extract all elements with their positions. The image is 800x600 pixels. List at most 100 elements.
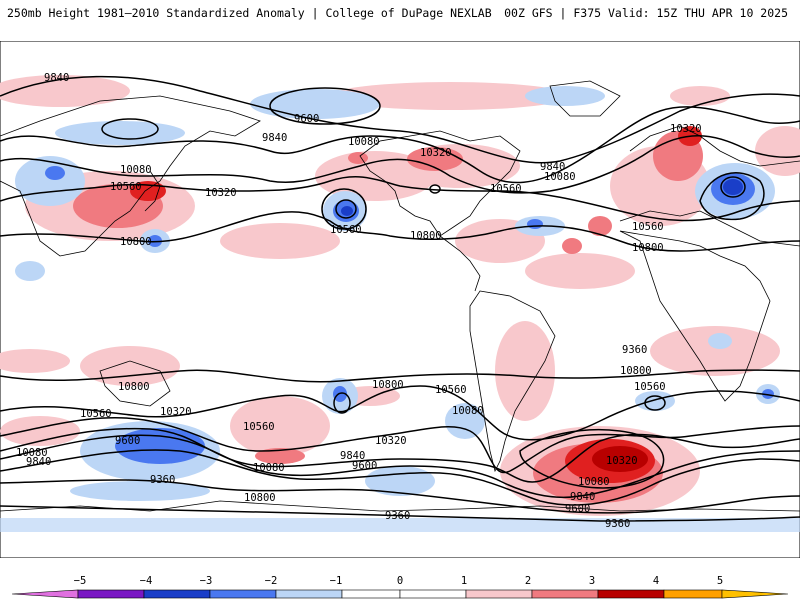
contour-label: 10080 (348, 136, 380, 148)
colorbar-bin-pos2 (531, 589, 599, 599)
contour-9360-south (0, 479, 800, 514)
contour-small-high (429, 184, 441, 194)
contour-south-indian-cut (644, 395, 666, 411)
contour-label: 10320 (160, 406, 192, 418)
coast-australia (99, 360, 171, 407)
anomaly-map: 9840 9600 9840 10080 10080 10560 10320 1… (0, 41, 800, 558)
anomaly-neg-south-indian-e (635, 391, 675, 411)
contour-label: 9360 (385, 510, 410, 522)
contour-label: 9600 (115, 435, 140, 447)
contour-label: 10080 (578, 476, 610, 488)
colorbar-bin-neg3 (143, 589, 211, 599)
colorbar-bin-neg4 (77, 589, 145, 599)
contour-10800-south (0, 369, 800, 383)
contour-label: 10320 (420, 147, 452, 159)
contour-label: 9840 (262, 132, 287, 144)
colorbar-tick: 4 (653, 575, 659, 587)
contour-label: 9600 (352, 460, 377, 472)
colorbar-tick: −3 (200, 575, 213, 587)
contour-label: 10080 (16, 447, 48, 459)
anomaly-pos-south-indian-w (0, 349, 70, 373)
colorbar-bin-pos5 (721, 589, 789, 599)
anomaly-pos-far-east (755, 126, 800, 176)
contour-label: 9840 (540, 161, 565, 173)
anomaly-pos-atlantic-spot (588, 216, 612, 236)
contour-label: 10800 (372, 379, 404, 391)
coastlines (0, 80, 800, 512)
coast-north-america (359, 130, 521, 237)
anomaly-pos-south-pacific (230, 396, 330, 456)
coast-asia (0, 95, 261, 257)
anomaly-colorbar: −5 −4 −3 −2 −1 0 1 2 3 4 5 (11, 575, 789, 599)
anomaly-neg-pacific-low-core (341, 206, 353, 216)
anomaly-pos-south-america (495, 321, 555, 421)
contour-label: 10800 (620, 365, 652, 377)
coast-south-america (469, 290, 556, 473)
colorbar-bin-pos4 (663, 589, 723, 599)
contour-label: 10560 (80, 408, 112, 420)
contour-label: 10320 (205, 187, 237, 199)
contour-label: 10560 (243, 421, 275, 433)
anomaly-pos-south-atlantic-max (592, 446, 648, 472)
anomaly-neg-atlantic-core (527, 219, 543, 229)
height-contours (0, 75, 800, 522)
contour-label: 9840 (340, 450, 365, 462)
colorbar-tick-labels: −5 −4 −3 −2 −1 0 1 2 3 4 5 (74, 575, 723, 587)
contour-label: 9840 (26, 456, 51, 468)
colorbar-bin-neg5 (11, 589, 79, 599)
contour-10800-north (0, 211, 800, 252)
colorbar-tick: 2 (525, 575, 531, 587)
contour-9600-south (0, 449, 800, 506)
anomaly-pos-south-indian (80, 346, 180, 386)
contour-cutoff-low-pacific-inner (335, 199, 357, 219)
contour-label: 10320 (375, 435, 407, 447)
contour-label: 10800 (120, 236, 152, 248)
contour-low-siberia (101, 118, 159, 140)
contour-russia-low-inner (720, 176, 746, 198)
colorbar-tick: −4 (140, 575, 153, 587)
colorbar-tick: −2 (265, 575, 278, 587)
contour-10080-south (0, 427, 800, 483)
anomaly-pos-atlantic-spot2 (562, 238, 582, 254)
contour-10560-south (0, 385, 800, 441)
colorbar-bin-neg2 (209, 589, 277, 599)
anomaly-neg-greenland (525, 86, 605, 106)
contour-label: 9360 (622, 344, 647, 356)
contour-label: 10560 (634, 381, 666, 393)
contour-label: 9360 (605, 518, 630, 530)
colorbar-tick: 5 (717, 575, 723, 587)
anomaly-pos-arctic (670, 86, 730, 106)
colorbar-bin-pos3 (597, 589, 665, 599)
colorbar-bin-pos1 (465, 589, 533, 599)
anomaly-neg-india (15, 261, 45, 281)
contour-labels: 9840 9600 9840 10080 10080 10560 10320 1… (16, 72, 702, 530)
contour-label: 10800 (632, 242, 664, 254)
contour-10320-south (0, 416, 800, 474)
contour-label: 10560 (330, 224, 362, 236)
coast-africa (619, 230, 771, 402)
colorbar-bin-zero-neg (341, 589, 401, 599)
colorbar-tick: −1 (330, 575, 343, 587)
colorbar-tick: 1 (461, 575, 467, 587)
colorbar-tick: −5 (74, 575, 87, 587)
anomaly-neg-china (15, 156, 85, 206)
coast-greenland (549, 80, 621, 117)
contour-label: 9600 (565, 503, 590, 515)
contour-label: 10560 (490, 183, 522, 195)
contour-9840-north (0, 75, 800, 164)
contour-ridge-south-atlantic (519, 428, 665, 489)
contour-label: 10080 (120, 164, 152, 176)
anomaly-pos-south-africa (650, 326, 780, 376)
colorbar-bin-neg1 (275, 589, 343, 599)
anomaly-neg-southern-ocean-w (70, 481, 210, 501)
contour-label: 10560 (110, 181, 142, 193)
contour-9840-south (0, 434, 800, 499)
anomaly-neg-far-southeast-core (762, 389, 774, 399)
anomaly-pos-central-atlantic (525, 253, 635, 289)
contour-10320 (0, 135, 800, 194)
contour-south-pacific-cut (333, 392, 351, 414)
contour-label: 10080 (544, 171, 576, 183)
contour-label: 9600 (294, 113, 319, 125)
contour-label: 10800 (118, 381, 150, 393)
contour-russia-low (699, 172, 765, 221)
